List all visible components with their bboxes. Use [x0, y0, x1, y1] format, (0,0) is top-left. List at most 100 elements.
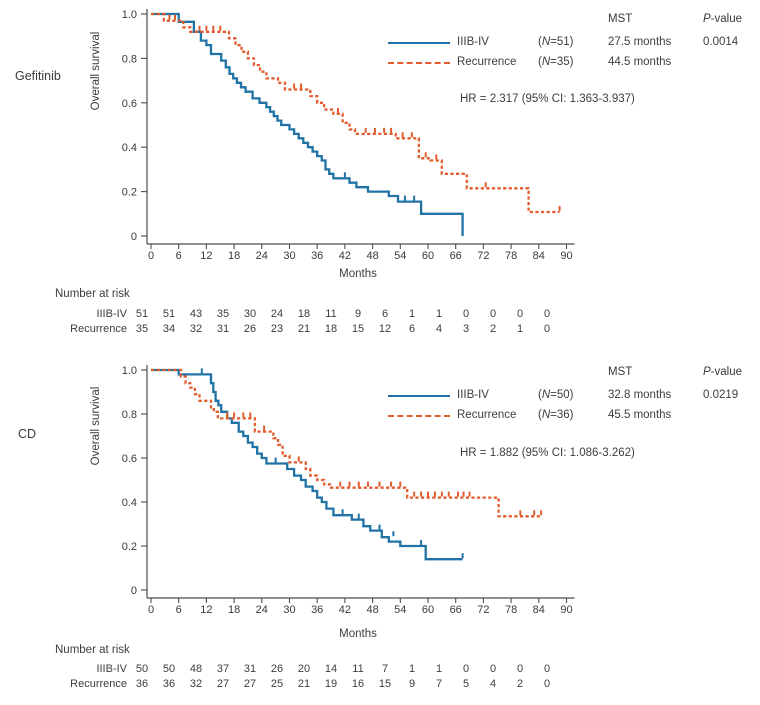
at-risk-count: 35	[135, 323, 149, 335]
x-tick-label: 78	[505, 250, 517, 262]
x-tick-label: 18	[228, 250, 240, 262]
at-risk-row-iiib-iv: IIIB-IV 50 50 48 37 31 26 20 14 11 7 1 1 0 0 0 0	[0, 663, 760, 677]
x-tick-label: 42	[339, 250, 351, 262]
x-tick-label: 72	[477, 604, 489, 616]
at-risk-count: 36	[162, 678, 176, 690]
x-tick-label: 54	[394, 250, 406, 262]
recurrence-line-swatch	[388, 62, 450, 64]
at-risk-row-recurrence: Recurrence 35 34 32 31 26 23 21 18 15 12 6 4 3 2 1 0	[0, 323, 760, 337]
x-tick-label: 12	[200, 604, 212, 616]
x-tick-label: 30	[283, 250, 295, 262]
x-tick-label: 66	[450, 604, 462, 616]
at-risk-count: 26	[243, 323, 257, 335]
at-risk-count: 0	[543, 678, 551, 690]
at-risk-count: 9	[408, 678, 416, 690]
x-tick-label: 6	[176, 604, 182, 616]
legend-row-recurrence: Recurrence (N=36) 45.5 months	[0, 409, 760, 425]
x-tick-label: 90	[560, 250, 572, 262]
y-tick-label: 0.6	[122, 98, 137, 110]
x-tick-label: 84	[533, 250, 545, 262]
at-risk-count: 0	[462, 663, 470, 675]
at-risk-count: 20	[297, 663, 311, 675]
x-tick-label: 18	[228, 604, 240, 616]
legend-n: (N=50)	[538, 389, 574, 401]
mst-value: 44.5 months	[608, 56, 672, 68]
at-risk-count: 11	[352, 663, 364, 675]
y-tick-label: 0.6	[122, 453, 137, 465]
legend-label: IIIB-IV	[457, 36, 489, 48]
km-plot-gefitinib: 1.0 0.8 0.6 0.4 0.2 00 6 12 18 24 30 36 42 48 54 60 66 72…	[122, 9, 575, 262]
at-risk-count: 1	[408, 308, 416, 320]
x-tick-label: 36	[311, 250, 323, 262]
legend-n: (N=36)	[538, 409, 574, 421]
at-risk-count: 21	[297, 323, 311, 335]
pvalue-header: P-value	[703, 366, 742, 378]
at-risk-count: 21	[297, 678, 311, 690]
at-risk-count: 32	[189, 678, 203, 690]
x-tick-label: 24	[256, 604, 268, 616]
mst-header: MST	[608, 13, 633, 25]
at-risk-count: 0	[516, 308, 524, 320]
at-risk-count: 36	[135, 678, 149, 690]
at-risk-count: 2	[489, 323, 497, 335]
at-risk-count: 34	[162, 323, 176, 335]
mst-value: 45.5 months	[608, 409, 672, 421]
at-risk-count: 2	[516, 678, 524, 690]
at-risk-row-iiib-iv: IIIB-IV 51 51 43 35 30 24 18 11 9 6 1 1 0 0 0 0	[0, 308, 760, 322]
at-risk-count: 0	[543, 663, 551, 675]
y-tick-label: 0.8	[122, 53, 137, 65]
at-risk-count: 31	[243, 663, 257, 675]
y-tick-label: 0	[131, 231, 137, 243]
at-risk-count: 48	[189, 663, 203, 675]
x-tick-label: 42	[339, 604, 351, 616]
at-risk-count: 0	[489, 308, 497, 320]
x-tick-label: 48	[366, 604, 378, 616]
x-tick-label: 36	[311, 604, 323, 616]
legend-row-iiib-iv: IIIB-IV (N=50) 32.8 months 0.0219	[0, 389, 760, 405]
x-tick-label: 72	[477, 250, 489, 262]
at-risk-count: 1	[408, 663, 416, 675]
at-risk-count: 15	[378, 678, 392, 690]
y-tick-label: 0.2	[122, 541, 137, 553]
at-risk-count: 19	[324, 678, 338, 690]
at-risk-count: 27	[243, 678, 257, 690]
km-plot-cd: 1.0 0.8 0.6 0.4 0.2 00 6 12 18 24 30 36 42 48 54 60 66 72…	[122, 365, 575, 616]
iiib-iv-line-swatch	[388, 395, 450, 397]
x-tick-label: 30	[283, 604, 295, 616]
at-risk-count: 1	[516, 323, 524, 335]
legend-n: (N=51)	[538, 36, 574, 48]
legend-row-recurrence: Recurrence (N=35) 44.5 months	[0, 56, 760, 72]
km-curve-iiib-iv	[151, 12, 464, 236]
at-risk-count: 4	[435, 323, 443, 335]
at-risk-count: 37	[216, 663, 230, 675]
x-tick-label: 78	[505, 604, 517, 616]
panel-label: Gefitinib	[15, 69, 61, 83]
at-risk-count: 14	[324, 663, 338, 675]
hazard-ratio-text: HR = 2.317 (95% CI: 1.363-3.937)	[460, 93, 635, 105]
x-tick-label: 0	[148, 604, 154, 616]
km-curve-iiib-iv	[151, 368, 463, 561]
at-risk-count: 6	[408, 323, 416, 335]
x-tick-label: 48	[366, 250, 378, 262]
x-tick-label: 90	[560, 604, 572, 616]
panel-label: CD	[18, 427, 37, 441]
y-tick-label: 1.0	[122, 365, 137, 377]
at-risk-count: 16	[351, 678, 365, 690]
at-risk-count: 11	[325, 308, 337, 320]
at-risk-count: 32	[189, 323, 203, 335]
x-tick-label: 12	[200, 250, 212, 262]
at-risk-count: 7	[381, 663, 389, 675]
at-risk-count: 26	[270, 663, 284, 675]
at-risk-count: 15	[351, 323, 365, 335]
legend-label: IIIB-IV	[457, 389, 489, 401]
y-tick-label: 0.4	[122, 497, 137, 509]
legend-label: Recurrence	[457, 409, 517, 421]
at-risk-count: 18	[297, 308, 311, 320]
at-risk-row-recurrence: Recurrence 36 36 32 27 27 25 21 19 16 15 9 7 5 4 2 0	[0, 678, 760, 692]
number-at-risk-title: Number at risk	[55, 644, 130, 656]
at-risk-count: 0	[462, 308, 470, 320]
km-curve-recurrence	[151, 368, 542, 518]
mst-value: 32.8 months	[608, 389, 672, 401]
at-risk-count: 50	[162, 663, 176, 675]
